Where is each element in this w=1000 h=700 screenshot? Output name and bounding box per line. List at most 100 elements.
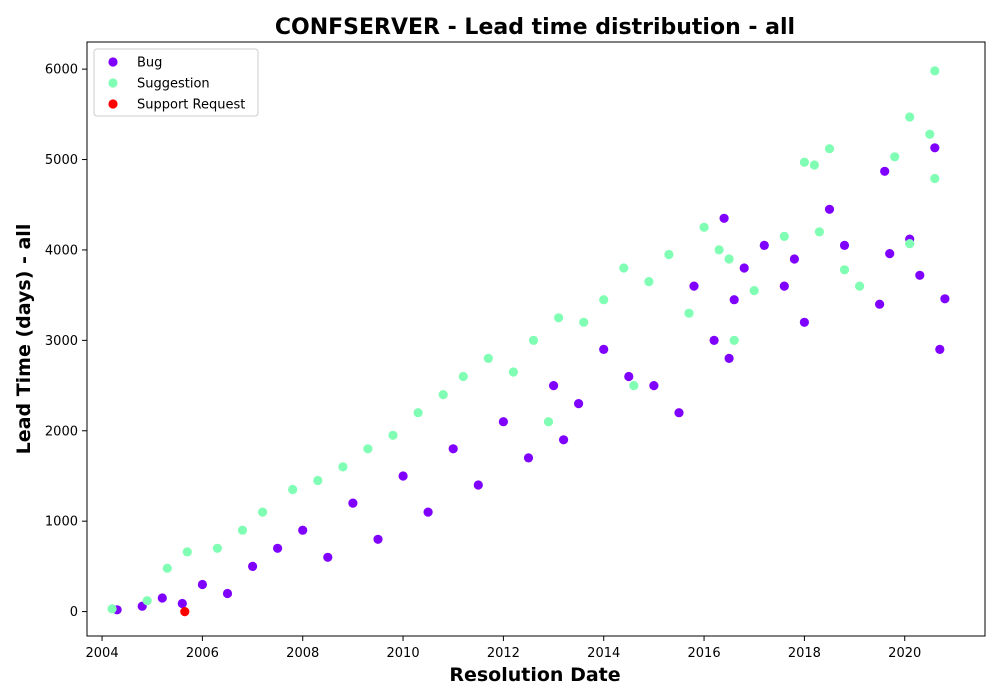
data-point: [599, 344, 609, 354]
x-tick-label: 2014: [587, 646, 620, 661]
data-point: [799, 157, 810, 167]
data-point: [313, 475, 323, 486]
legend-box: [93, 48, 259, 117]
data-point: [935, 344, 945, 354]
x-tick-label: 2016: [688, 646, 721, 661]
data-point: [629, 381, 639, 391]
legend: Bug Suggestion Support Request: [93, 48, 259, 117]
x-tick-label: 2020: [888, 646, 921, 661]
data-point: [288, 484, 298, 495]
data-point: [729, 295, 739, 305]
data-point: [559, 435, 569, 445]
data-point: [107, 604, 117, 614]
data-point: [824, 204, 835, 214]
plot-frame: [86, 41, 986, 637]
data-point: [388, 430, 398, 440]
data-point: [739, 263, 749, 273]
data-point: [890, 152, 900, 162]
legend-label: Suggestion: [137, 77, 210, 92]
data-point: [709, 335, 719, 345]
data-point: [664, 249, 674, 260]
data-point: [177, 598, 187, 609]
data-point: [579, 317, 589, 327]
x-tick-label: 2008: [286, 646, 319, 661]
data-point: [619, 263, 629, 273]
x-axis-ticks: 2004 2006 2008 2010 2012 2014 2016 2018 2020: [86, 636, 921, 661]
data-point: [523, 453, 534, 463]
series-support-request: [180, 607, 190, 617]
data-point: [799, 317, 810, 327]
data-point: [779, 231, 789, 241]
y-tick-label: 2000: [45, 424, 78, 439]
data-point: [624, 371, 634, 382]
data-point: [248, 561, 258, 572]
data-point: [438, 390, 448, 400]
y-tick-label: 5000: [45, 153, 78, 168]
y-tick-label: 0: [70, 605, 78, 620]
data-point: [508, 367, 518, 377]
data-point: [258, 507, 268, 517]
data-point: [458, 371, 468, 382]
series-bug: [112, 143, 950, 615]
data-point: [689, 281, 699, 291]
data-point: [839, 265, 850, 275]
data-point: [363, 444, 373, 454]
data-point: [498, 417, 508, 427]
data-point: [212, 543, 222, 553]
data-point: [599, 295, 609, 305]
points-layer: [107, 66, 950, 617]
data-point: [809, 160, 820, 170]
y-tick-label: 6000: [45, 63, 78, 78]
series-suggestion: [107, 66, 940, 614]
data-point: [273, 543, 283, 553]
data-point: [905, 239, 915, 249]
data-point: [157, 593, 167, 603]
chart-title: CONFSERVER - Lead time distribution - al…: [275, 15, 795, 40]
data-point: [413, 408, 423, 418]
x-axis-label: Resolution Date: [449, 664, 620, 686]
x-tick-label: 2012: [487, 646, 520, 661]
data-point: [724, 353, 734, 363]
data-point: [684, 308, 694, 318]
legend-marker: [108, 99, 118, 109]
legend-label: Support Request: [137, 98, 245, 113]
x-tick-label: 2006: [186, 646, 219, 661]
data-point: [574, 399, 584, 409]
data-point: [915, 270, 925, 280]
data-point: [448, 444, 458, 454]
legend-marker: [108, 78, 118, 88]
data-point: [549, 381, 559, 391]
data-point: [182, 547, 192, 557]
data-point: [237, 525, 248, 535]
data-point: [824, 144, 835, 154]
data-point: [142, 596, 152, 606]
data-point: [398, 471, 408, 481]
data-point: [423, 507, 433, 517]
data-point: [855, 281, 865, 291]
data-point: [930, 66, 940, 76]
legend-marker: [108, 57, 118, 67]
data-point: [644, 277, 654, 287]
data-point: [298, 525, 308, 535]
data-point: [880, 166, 890, 176]
x-tick-label: 2004: [86, 646, 119, 661]
x-tick-label: 2018: [788, 646, 821, 661]
y-axis-ticks: 0 1000 2000 3000 4000 5000 6000: [45, 63, 87, 620]
data-point: [674, 408, 684, 418]
data-point: [930, 143, 940, 153]
data-point: [729, 335, 739, 345]
y-tick-label: 1000: [45, 515, 78, 530]
data-point: [528, 335, 539, 345]
y-tick-label: 3000: [45, 334, 78, 349]
data-point: [338, 462, 348, 472]
data-point: [930, 173, 940, 184]
data-point: [483, 353, 493, 363]
y-tick-label: 4000: [45, 243, 78, 258]
data-point: [222, 588, 233, 599]
data-point: [940, 294, 950, 304]
data-point: [749, 286, 759, 296]
y-axis-label: Lead Time (days) - all: [13, 224, 35, 455]
data-point: [180, 607, 190, 617]
data-point: [789, 254, 800, 264]
